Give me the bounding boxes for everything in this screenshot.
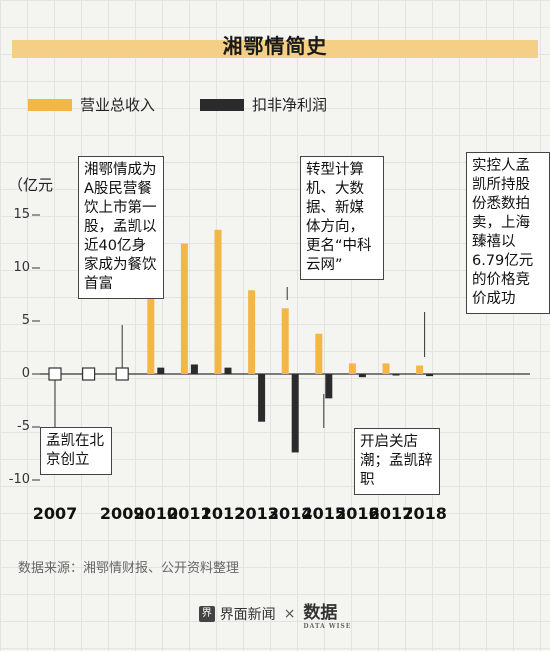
x-tick-label: 2010	[133, 504, 179, 523]
y-tick-label: -10	[8, 472, 30, 487]
founding-marker	[115, 367, 129, 381]
profit-bar	[224, 367, 232, 374]
profit-bar	[325, 374, 333, 399]
y-tick-label: -5	[17, 419, 30, 434]
revenue-bar	[147, 275, 155, 374]
x-tick-label: 2013	[234, 504, 279, 523]
annotation-2009: 湘鄂情成为A股民营餐饮上市第一股，孟凯以近40亿身家成为餐饮首富	[78, 156, 164, 299]
profit-bar	[392, 374, 400, 376]
y-tick-label: 10	[13, 260, 30, 275]
profit-bar	[358, 374, 366, 378]
data-source: 数据来源：湘鄂情财报、公开资料整理	[18, 561, 240, 576]
legend-profit: 扣非净利润	[200, 94, 327, 115]
legend-revenue-swatch	[28, 98, 72, 111]
y-axis-unit: （亿元	[8, 176, 54, 194]
x-tick-label: 2007	[32, 504, 78, 523]
revenue-bar	[315, 333, 323, 374]
title-highlight-band	[12, 40, 538, 58]
revenue-bar	[382, 363, 390, 374]
annotation-2015: 开启关店潮；孟凯辞职	[354, 428, 440, 495]
annotation-2007: 孟凯在北京创立	[40, 427, 112, 475]
profit-bar	[291, 374, 299, 453]
x-tick-label: 2017	[368, 504, 414, 523]
brand-datawise-sub: DATA WISE	[303, 623, 352, 630]
revenue-bar	[214, 229, 222, 374]
annotation-2018: 实控人孟凯所持股份悉数拍卖，上海臻禧以6.79亿元的价格竞价成功	[466, 152, 550, 314]
x-tick-label: 2011	[167, 504, 212, 523]
x-tick-label: 2015	[301, 504, 347, 523]
y-tick-label: 0	[21, 366, 30, 381]
footer-brands: 界 界面新闻 × 数据 DATA WISE	[0, 598, 550, 630]
legend-revenue-label: 营业总收入	[80, 96, 156, 114]
legend-profit-swatch	[200, 98, 244, 111]
x-tick-label: 2014	[267, 504, 313, 523]
founding-marker	[48, 367, 62, 381]
revenue-bar	[281, 308, 289, 374]
revenue-bar	[248, 290, 256, 374]
brand-separator: ×	[283, 606, 296, 622]
profit-bar	[190, 364, 198, 374]
x-tick-label: 2012	[200, 504, 246, 523]
legend-revenue: 营业总收入	[28, 94, 155, 115]
y-tick-label: 5	[21, 313, 30, 328]
y-tick-label: 15	[13, 207, 30, 222]
brand-datawise-logo: 数据 DATA WISE	[303, 598, 351, 630]
jiemian-logo-icon: 界	[198, 606, 215, 622]
legend-profit-label: 扣非净利润	[252, 96, 328, 114]
revenue-bar	[180, 243, 188, 374]
x-tick-label: 2018	[402, 504, 447, 523]
chart-title: 湘鄂情简史	[222, 34, 328, 58]
brand-jiemian: 界面新闻	[219, 607, 276, 623]
revenue-bar	[348, 363, 356, 374]
profit-bar	[157, 367, 165, 374]
profit-bar	[426, 374, 434, 377]
x-tick-label: 2016	[335, 504, 380, 523]
brand-datawise-label: 数据	[303, 603, 338, 623]
profit-bar	[258, 374, 266, 422]
annotation-2014: 转型计算机、大数据、新媒体方向，更名“中科云网”	[300, 156, 384, 280]
revenue-bar	[416, 365, 424, 374]
x-tick-label: 2009	[99, 504, 145, 523]
founding-marker	[81, 367, 96, 381]
